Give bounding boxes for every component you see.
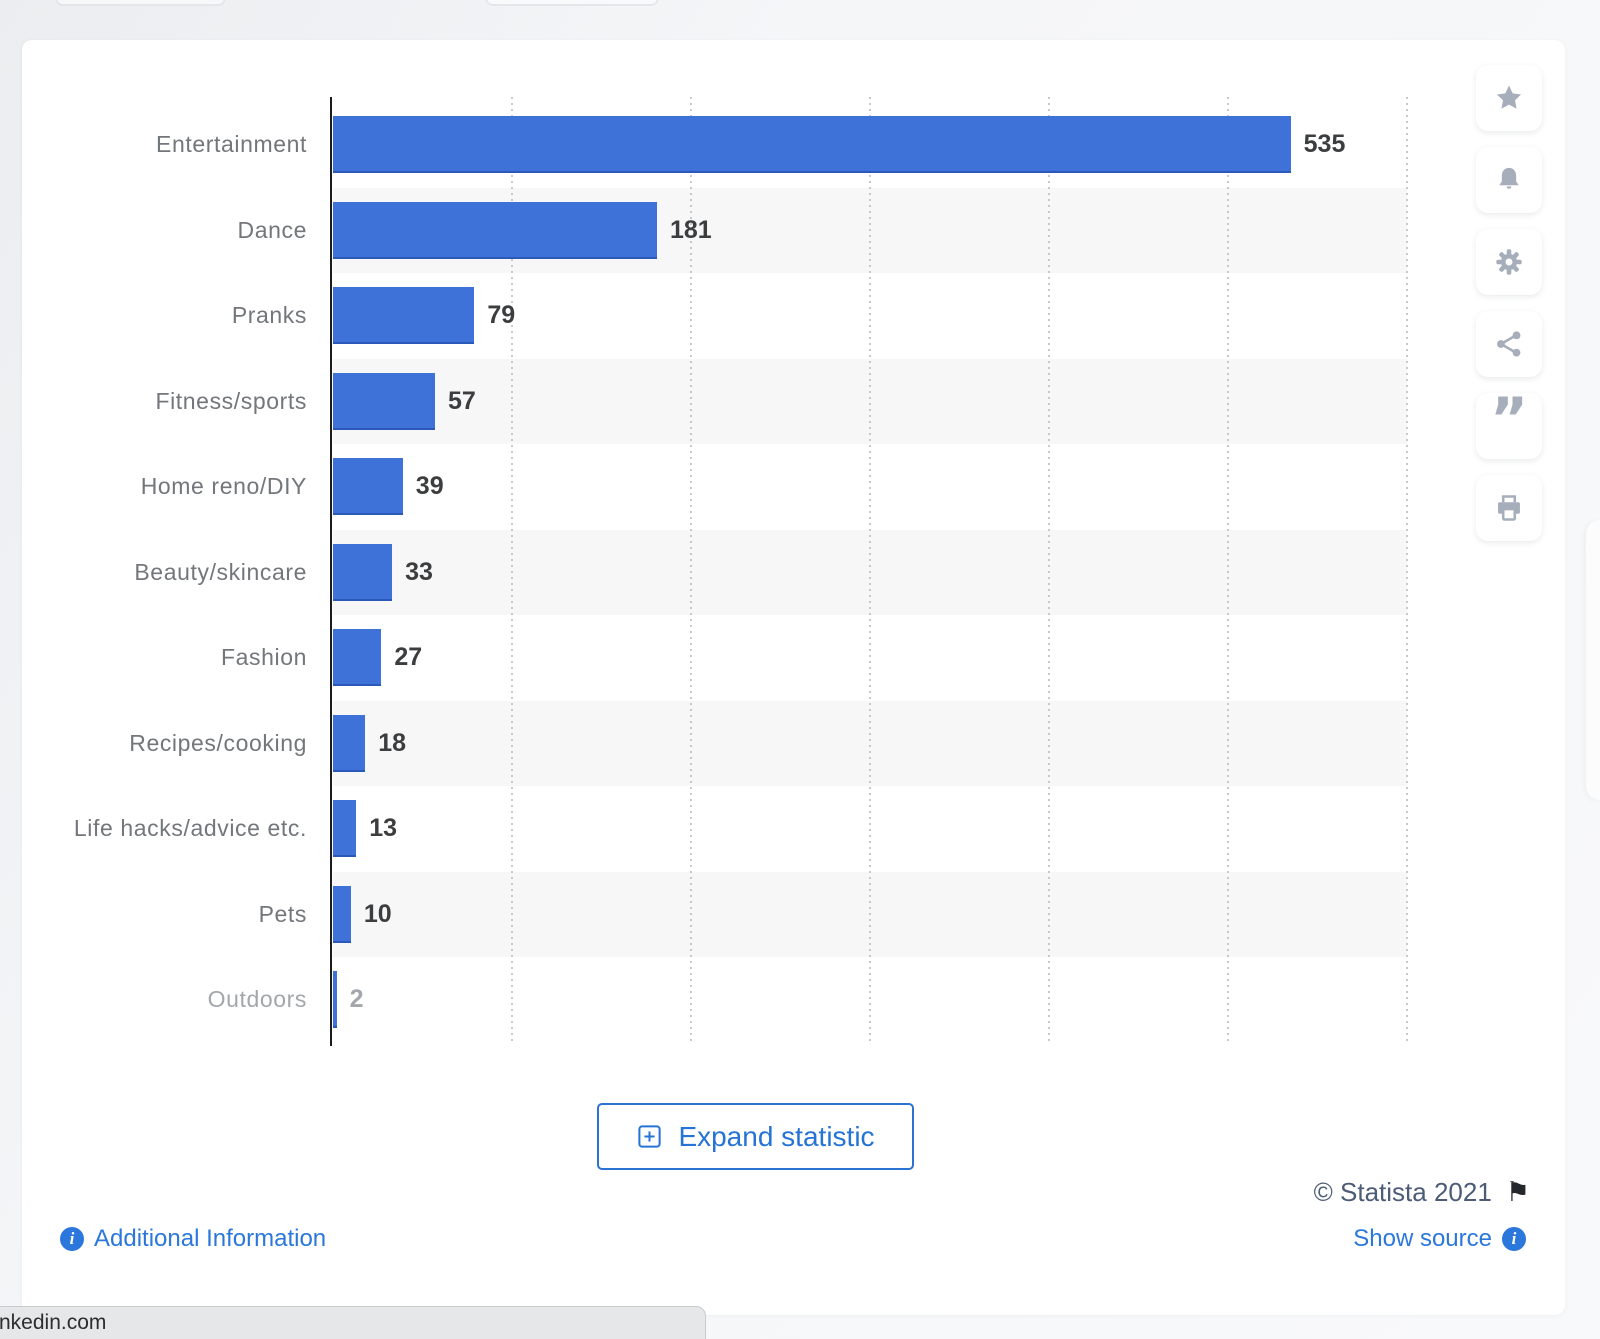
info-icon: i xyxy=(60,1227,84,1251)
expand-plus-icon xyxy=(636,1123,663,1150)
additional-information-link[interactable]: i Additional Information xyxy=(60,1225,326,1253)
value-label: 2 xyxy=(349,985,364,1014)
share-button[interactable] xyxy=(1476,311,1542,377)
info-icon: i xyxy=(1502,1227,1526,1251)
chart-row: 2 xyxy=(333,957,1407,1043)
category-label: Fashion xyxy=(220,644,307,671)
gridline-600 xyxy=(1406,97,1408,1044)
category-label: Pranks xyxy=(231,302,307,329)
category-label: Beauty/skincare xyxy=(134,558,307,585)
chart-row: 27 xyxy=(333,615,1407,701)
category-label: Home reno/DIY xyxy=(140,473,307,500)
status-bar-url: nkedin.com xyxy=(0,1311,107,1334)
chart-row: 79 xyxy=(333,273,1407,359)
category-label: Recipes/cooking xyxy=(129,729,307,756)
show-source-link[interactable]: Show source i xyxy=(1353,1225,1526,1253)
gridline-500 xyxy=(1227,97,1229,1044)
category-label: Outdoors xyxy=(207,986,307,1013)
bar-life-hacks-advice-etc-[interactable] xyxy=(333,800,357,857)
cite-button[interactable]: ” xyxy=(1476,385,1542,459)
favorite-button[interactable] xyxy=(1476,65,1542,131)
bell-icon xyxy=(1494,165,1524,195)
bar-pranks[interactable] xyxy=(333,287,475,344)
bar-fashion[interactable] xyxy=(333,629,382,686)
category-label: Pets xyxy=(258,900,307,927)
clipped-right-panel xyxy=(1586,520,1600,800)
expand-statistic-label: Expand statistic xyxy=(678,1120,875,1152)
y-axis-line xyxy=(330,97,332,1046)
show-source-label: Show source xyxy=(1353,1225,1492,1252)
value-label: 39 xyxy=(415,472,444,501)
clipped-element-above-right xyxy=(485,0,659,6)
quote-icon: ” xyxy=(1489,385,1529,453)
gridline-300 xyxy=(869,97,871,1044)
copyright-text: © Statista 2021 xyxy=(1313,1177,1492,1207)
value-label: 10 xyxy=(363,899,392,928)
value-label: 13 xyxy=(369,814,398,843)
gear-icon xyxy=(1494,247,1524,277)
bar-beauty-skincare[interactable] xyxy=(333,543,393,601)
value-label: 57 xyxy=(448,386,476,415)
bar-dance[interactable] xyxy=(333,201,657,259)
bar-home-reno-diy[interactable] xyxy=(333,458,403,515)
notifications-button[interactable] xyxy=(1476,147,1542,213)
category-label: Dance xyxy=(237,216,307,243)
flag-icon[interactable]: ⚑ xyxy=(1505,1177,1530,1207)
printer-icon xyxy=(1494,493,1524,523)
category-label: Fitness/sports xyxy=(155,387,307,414)
settings-button[interactable] xyxy=(1476,229,1542,295)
value-label: 33 xyxy=(405,557,433,586)
copyright: © Statista 2021 ⚑ xyxy=(1314,1177,1530,1208)
bar-entertainment[interactable] xyxy=(333,116,1291,173)
category-label: Entertainment xyxy=(156,131,307,158)
chart-row: 13 xyxy=(333,786,1407,872)
print-button[interactable] xyxy=(1476,475,1542,541)
star-icon xyxy=(1494,83,1524,113)
gridline-200 xyxy=(690,97,692,1044)
value-label: 181 xyxy=(669,215,712,244)
value-label: 27 xyxy=(394,643,423,672)
chart-row: 39 xyxy=(333,444,1407,530)
category-label: Life hacks/advice etc. xyxy=(73,815,307,842)
value-label: 18 xyxy=(378,728,407,757)
bar-outdoors[interactable] xyxy=(333,971,337,1028)
bar-recipes-cooking[interactable] xyxy=(333,714,366,772)
gridline-400 xyxy=(1048,97,1050,1044)
value-label: 79 xyxy=(487,301,516,330)
chart-row: 535 xyxy=(333,102,1407,188)
browser-status-bar: nkedin.com xyxy=(0,1306,706,1339)
value-label: 535 xyxy=(1303,130,1346,159)
gridline-100 xyxy=(511,97,513,1044)
bar-fitness-sports[interactable] xyxy=(333,372,435,430)
additional-information-label: Additional Information xyxy=(94,1225,327,1252)
share-icon xyxy=(1494,329,1524,359)
clipped-element-above-left xyxy=(55,0,226,6)
bar-pets[interactable] xyxy=(333,885,351,943)
expand-statistic-button[interactable]: Expand statistic xyxy=(597,1103,914,1170)
